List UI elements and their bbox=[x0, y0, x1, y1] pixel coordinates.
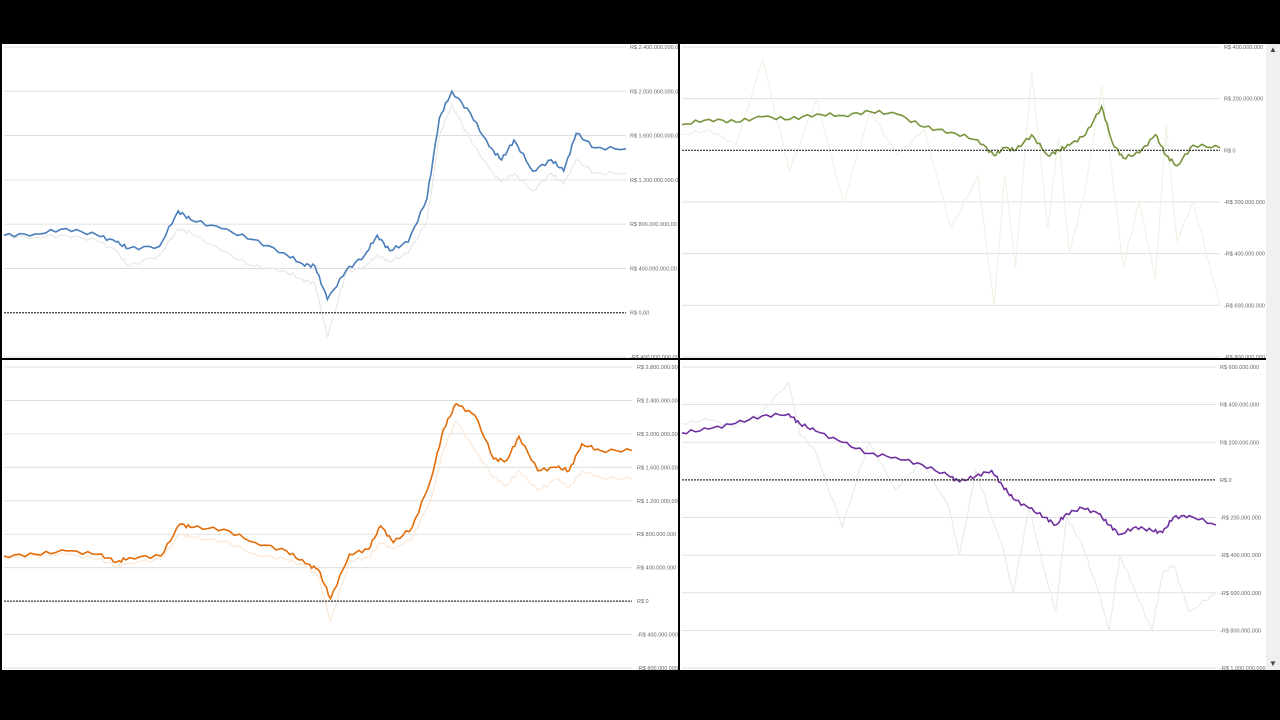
series-line-main bbox=[681, 412, 1217, 536]
y-tick-label: R$ 0 bbox=[1224, 148, 1236, 154]
y-tick-label: R$ 400.000.000 bbox=[637, 566, 676, 572]
series-line-main bbox=[3, 89, 627, 302]
chart-top-left: R$ 2.400.000.000,00 R$ 2.000.000.000,00 R$… bbox=[3, 45, 678, 358]
y-tick-label: -R$ 800.000.000 bbox=[637, 666, 678, 670]
series-line-main bbox=[681, 104, 1221, 167]
y-tick-label: -R$ 200.000.000 bbox=[1224, 200, 1265, 206]
y-tick-label: R$ 800.000.000 bbox=[637, 532, 676, 538]
chart-bottom-right: R$ 600.000.000 R$ 400.000.000 R$ 200.000.0… bbox=[681, 365, 1266, 670]
chart-panel-bottom-right: R$ 600.000.000 R$ 400.000.000 R$ 200.000.0… bbox=[680, 360, 1266, 670]
y-tick-label: R$ 0 bbox=[1220, 478, 1232, 484]
chart-panel-top-left: R$ 2.400.000.000,00 R$ 2.000.000.000,00 R$… bbox=[2, 44, 678, 358]
y-tick-label: R$ 2.000.000.000 bbox=[637, 432, 678, 438]
y-tick-label: -R$ 400.000.000,00 bbox=[630, 355, 678, 358]
series-line-ghost bbox=[681, 380, 1217, 633]
y-tick-label: R$ 1.200.000.000,00 bbox=[630, 178, 678, 184]
y-tick-label: R$ 200.000.000 bbox=[1224, 97, 1263, 103]
y-tick-label: R$ 1.200.000.000 bbox=[637, 499, 678, 505]
y-tick-label: R$ 800.000.000,00 bbox=[630, 222, 677, 228]
chart-panel-top-right: R$ 400.000.000 R$ 200.000.000 R$ 0 -R$ 200.… bbox=[680, 44, 1266, 358]
chart-bottom-left: R$ 2.800.000.000 R$ 2.400.000.000 R$ 2.000… bbox=[3, 365, 678, 670]
y-tick-label: -R$ 400.000.000 bbox=[1220, 553, 1261, 559]
y-tick-label: R$ 0 bbox=[637, 599, 649, 605]
y-tick-label: -R$ 400.000.000 bbox=[637, 633, 678, 639]
y-tick-label: -R$ 600.000.000 bbox=[1224, 303, 1265, 309]
triangle-down-icon[interactable]: ▼ bbox=[1269, 659, 1277, 668]
series-line-ghost bbox=[3, 103, 627, 338]
y-tick-label: R$ 400.000.000 bbox=[1224, 45, 1263, 51]
y-tick-label: R$ 2.800.000.000 bbox=[637, 365, 678, 371]
y-tick-label: R$ 0,00 bbox=[630, 311, 649, 317]
triangle-up-icon[interactable]: ▲ bbox=[1269, 45, 1277, 54]
y-tick-label: R$ 400.000.000 bbox=[1220, 403, 1259, 409]
y-tick-label: R$ 200.000.000 bbox=[1220, 440, 1259, 446]
vertical-scrollbar[interactable]: ▲ ▼ bbox=[1266, 44, 1280, 670]
y-tick-label: R$ 600.000.000 bbox=[1220, 365, 1259, 371]
series-line-ghost bbox=[3, 419, 633, 623]
series-line-ghost bbox=[681, 58, 1221, 306]
y-tick-label: -R$ 800.000.000 bbox=[1224, 355, 1265, 358]
series-line-main bbox=[3, 402, 633, 601]
y-tick-label: R$ 2.400.000.000,00 bbox=[630, 45, 678, 51]
chart-top-right: R$ 400.000.000 R$ 200.000.000 R$ 0 -R$ 200.… bbox=[681, 45, 1265, 358]
y-tick-label: R$ 1.600.000.000 bbox=[637, 465, 678, 471]
y-tick-label: R$ 2.000.000.000,00 bbox=[630, 89, 678, 95]
chart-panel-bottom-left: R$ 2.800.000.000 R$ 2.400.000.000 R$ 2.000… bbox=[2, 360, 678, 670]
y-tick-label: R$ 400.000.000,00 bbox=[630, 266, 677, 272]
y-tick-label: R$ 2.400.000.000 bbox=[637, 398, 678, 404]
y-tick-label: -R$ 400.000.000 bbox=[1224, 252, 1265, 258]
y-tick-label: R$ 1.600.000.000,00 bbox=[630, 134, 678, 140]
y-tick-label: -R$ 800.000.000 bbox=[1220, 628, 1261, 634]
y-tick-label: -R$ 1.000.000.000 bbox=[1220, 666, 1266, 670]
y-tick-label: -R$ 200.000.000 bbox=[1220, 516, 1261, 522]
y-tick-label: -R$ 600.000.000 bbox=[1220, 591, 1261, 597]
